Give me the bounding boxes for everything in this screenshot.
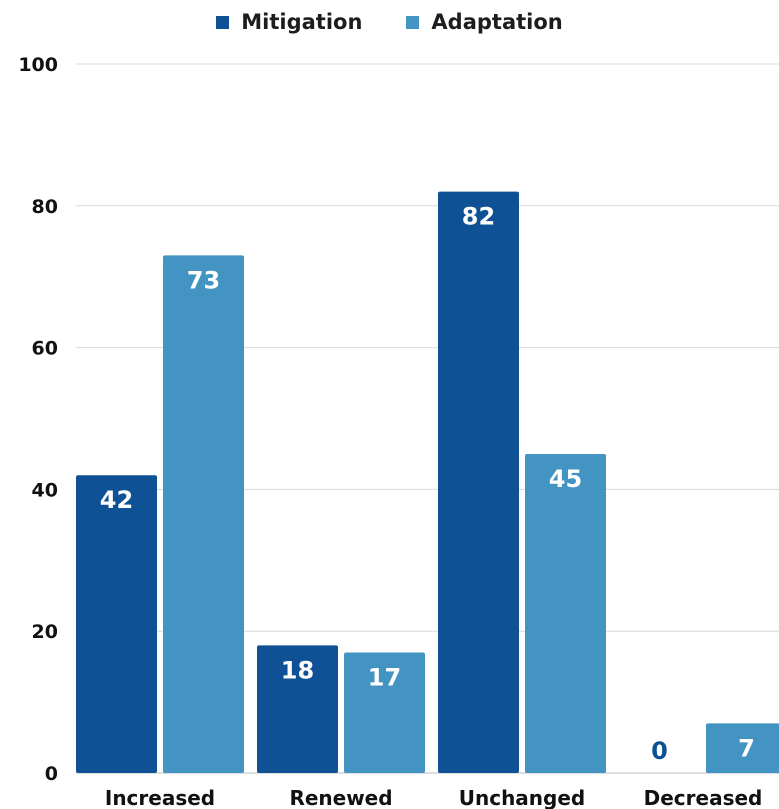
bar-label-adaptation-unchanged: 45 — [549, 465, 582, 493]
bar-adaptation-increased — [163, 255, 244, 773]
bar-adaptation-unchanged — [525, 453, 606, 773]
y-tick-label-20: 20 — [32, 621, 58, 643]
y-tick-label-100: 100 — [18, 54, 58, 76]
legend-label-mitigation: Mitigation — [241, 10, 363, 34]
legend-item-mitigation: Mitigation — [216, 10, 362, 34]
bar-label-adaptation-decreased: 7 — [738, 734, 755, 762]
bar-label-adaptation-renewed: 17 — [368, 663, 401, 691]
x-tick-label-decreased: Decreased — [644, 786, 763, 809]
y-tick-label-40: 40 — [32, 479, 58, 501]
bar-label-mitigation-decreased: 0 — [651, 737, 668, 765]
legend: Mitigation Adaptation — [0, 10, 779, 34]
legend-item-adaptation: Adaptation — [406, 10, 563, 34]
y-tick-label-60: 60 — [32, 338, 58, 360]
bar-label-mitigation-renewed: 18 — [281, 656, 314, 684]
x-tick-label-renewed: Renewed — [289, 786, 392, 809]
y-tick-label-0: 0 — [45, 763, 58, 785]
bar-label-mitigation-unchanged: 82 — [462, 203, 495, 231]
x-tick-label-unchanged: Unchanged — [459, 786, 586, 809]
y-tick-label-80: 80 — [32, 196, 58, 218]
legend-swatch-mitigation — [216, 15, 230, 29]
bar-mitigation-unchanged — [438, 191, 519, 773]
bar-label-adaptation-increased: 73 — [187, 266, 220, 294]
x-tick-label-increased: Increased — [105, 786, 215, 809]
bar-adaptation-decreased — [706, 723, 779, 773]
bar-mitigation-increased — [76, 475, 157, 773]
bar-mitigation-renewed — [257, 645, 338, 773]
legend-swatch-adaptation — [406, 15, 420, 29]
bar-label-mitigation-increased: 42 — [100, 486, 133, 514]
bar-adaptation-renewed — [344, 652, 425, 773]
legend-label-adaptation: Adaptation — [431, 10, 563, 34]
